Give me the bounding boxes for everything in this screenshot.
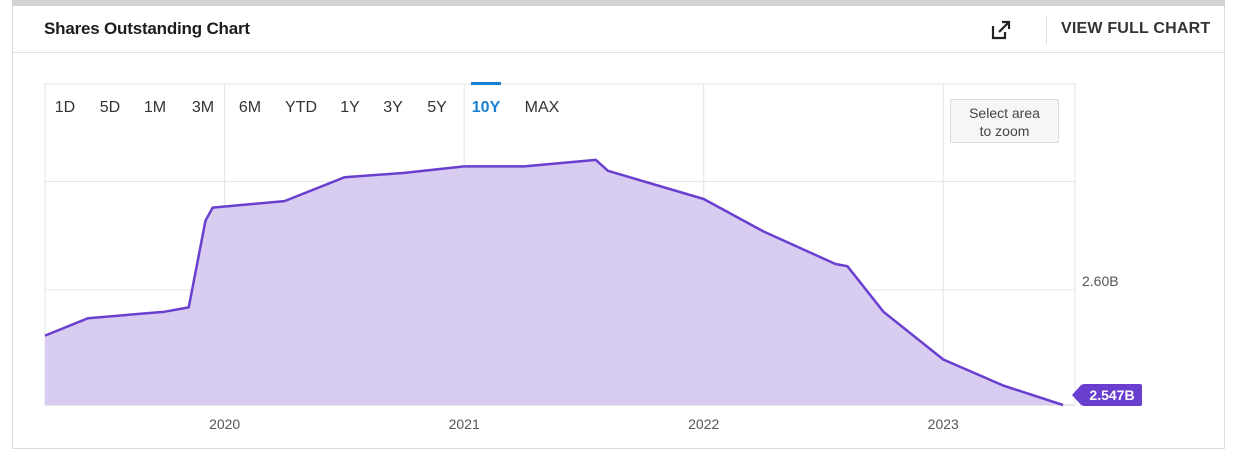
range-tab-1y[interactable]: 1Y bbox=[340, 99, 360, 116]
card-title: Shares Outstanding Chart bbox=[44, 19, 250, 38]
range-tabs: 1D 5D 1M 3M 6M YTD 1Y 3Y 5Y 10Y MAX bbox=[55, 82, 560, 116]
range-tab-max[interactable]: MAX bbox=[525, 99, 560, 116]
range-tab-5d[interactable]: 5D bbox=[100, 99, 120, 116]
x-tick-2023: 2023 bbox=[928, 416, 959, 432]
last-value-badge: 2.547B bbox=[1072, 384, 1142, 406]
y-tick-label: 2.60B bbox=[1082, 273, 1119, 289]
x-axis-ticks: 2020 2021 2022 2023 bbox=[209, 416, 959, 432]
range-tab-1m[interactable]: 1M bbox=[144, 99, 166, 116]
top-strip bbox=[12, 0, 1225, 6]
range-tab-3m[interactable]: 3M bbox=[192, 99, 214, 116]
range-tab-10y[interactable]: 10Y bbox=[472, 99, 501, 116]
range-tab-1d[interactable]: 1D bbox=[55, 99, 75, 116]
area-fill bbox=[45, 159, 1063, 405]
card-header: Shares Outstanding Chart VIEW FULL CHART bbox=[13, 6, 1224, 53]
zoom-button-line1: Select area bbox=[969, 105, 1040, 121]
range-tab-ytd[interactable]: YTD bbox=[285, 99, 317, 116]
zoom-button-line2: to zoom bbox=[979, 123, 1030, 139]
y-axis-ticks: 2.60B bbox=[1082, 273, 1119, 289]
header-divider bbox=[1046, 16, 1047, 44]
series-line bbox=[44, 158, 1064, 407]
view-full-chart-button[interactable]: VIEW FULL CHART bbox=[1061, 20, 1211, 37]
x-tick-2022: 2022 bbox=[688, 416, 719, 432]
active-tab-indicator bbox=[471, 82, 501, 85]
range-tab-5y[interactable]: 5Y bbox=[427, 99, 447, 116]
select-area-zoom-button[interactable]: Select area to zoom bbox=[950, 99, 1059, 143]
x-tick-2020: 2020 bbox=[209, 416, 240, 432]
external-link-icon[interactable] bbox=[989, 18, 1013, 42]
x-tick-2021: 2021 bbox=[449, 416, 480, 432]
range-tab-6m[interactable]: 6M bbox=[239, 99, 261, 116]
range-tab-3y[interactable]: 3Y bbox=[383, 99, 403, 116]
